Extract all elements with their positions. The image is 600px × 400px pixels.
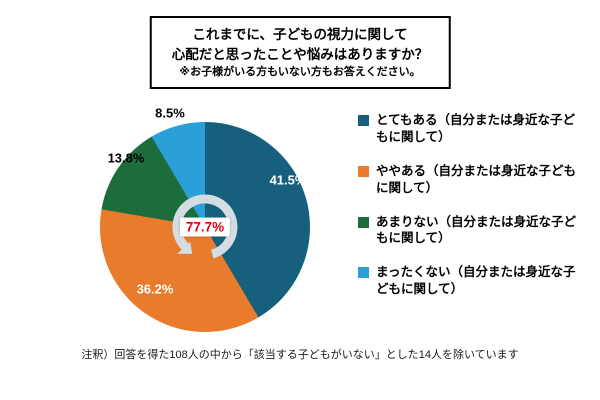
legend-item-yaya-aru: ややある（自分または身近な子どもに関して）	[358, 163, 584, 197]
legend-label: あまりない（自分または身近な子どもに関して）	[376, 214, 577, 246]
legend-label: まったくない（自分または身近な子どもに関して）	[376, 265, 576, 297]
chart-title-note: ※お子様がいる方もいない方もお答えください。	[179, 66, 421, 79]
chart-title-box: これまでに、子どもの視力に関して 心配だと思ったことや悩みはありますか？ ※お子…	[149, 16, 451, 89]
chart-title-line1: これまでに、子どもの視力に関して	[192, 27, 408, 42]
slice-label-totemo-aru: 41.5%	[269, 172, 307, 188]
slice-label-amari-nai: 13.8%	[107, 150, 145, 166]
legend-swatch-icon	[358, 267, 369, 279]
pie-chart: 77.7% 41.5% 36.2% 13.8% 8.5%	[70, 92, 340, 362]
chart-legend: とてもある（自分または身近な子どもに関して） ややある（自分または身近な子どもに…	[358, 112, 584, 298]
legend-item-totemo-aru: とてもある（自分または身近な子どもに関して）	[358, 112, 584, 146]
footnote: 注釈）回答を得た108人の中から「該当する子どもがいない」とした14人を除いてい…	[81, 349, 519, 361]
legend-item-amari-nai: あまりない（自分または身近な子どもに関して）	[358, 214, 584, 248]
slice-label-yaya-aru: 36.2%	[136, 281, 174, 297]
legend-swatch-icon	[358, 216, 369, 228]
center-annotation: 77.7%	[179, 217, 231, 237]
chart-title-line2: 心配だと思ったことや悩みはありますか？	[171, 46, 429, 62]
circular-arrow-icon	[172, 194, 238, 259]
slice-label-mattaku-nai: 8.5%	[155, 105, 185, 121]
legend-label: ややある（自分または身近な子どもに関して）	[376, 163, 577, 195]
legend-swatch-icon	[358, 115, 369, 126]
legend-label: とてもある（自分または身近な子どもに関して）	[376, 113, 576, 144]
legend-swatch-icon	[358, 165, 369, 177]
legend-item-mattaku-nai: まったくない（自分または身近な子どもに関して）	[358, 264, 584, 298]
